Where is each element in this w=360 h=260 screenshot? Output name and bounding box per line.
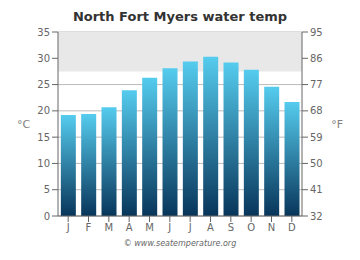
svg-text:20: 20 [37, 105, 50, 116]
svg-text:95: 95 [310, 27, 323, 38]
html-text:North Fort Myers water temp: North Fort Myers water temp [72, 9, 288, 24]
svg-text:A: A [207, 222, 214, 233]
svg-text:59: 59 [310, 132, 323, 143]
svg-text:F: F [86, 222, 92, 233]
svg-text:M: M [145, 222, 154, 233]
svg-text:41: 41 [310, 184, 323, 195]
svg-text:10: 10 [37, 158, 50, 169]
svg-text:15: 15 [37, 132, 50, 143]
svg-text:77: 77 [310, 79, 323, 90]
svg-text:32: 32 [310, 211, 323, 222]
svg-text:86: 86 [310, 53, 323, 64]
svg-text:68: 68 [310, 105, 323, 116]
svg-text:25: 25 [37, 79, 50, 90]
html-text:© www.seatemperature.org: © www.seatemperature.org [123, 239, 237, 248]
svg-text:N: N [268, 222, 275, 233]
svg-text:M: M [105, 222, 114, 233]
svg-text:J: J [188, 222, 192, 233]
svg-text:A: A [126, 222, 133, 233]
svg-text:5: 5 [44, 184, 50, 195]
svg-text:35: 35 [37, 27, 50, 38]
svg-text:0: 0 [44, 211, 50, 222]
svg-text:O: O [247, 222, 255, 233]
svg-text:S: S [228, 222, 234, 233]
svg-text:J: J [167, 222, 171, 233]
svg-text:°C: °C [17, 118, 31, 131]
svg-text:D: D [288, 222, 296, 233]
svg-text:°F: °F [331, 118, 343, 131]
svg-text:J: J [66, 222, 70, 233]
svg-text:50: 50 [310, 158, 323, 169]
svg-text:30: 30 [37, 53, 50, 64]
